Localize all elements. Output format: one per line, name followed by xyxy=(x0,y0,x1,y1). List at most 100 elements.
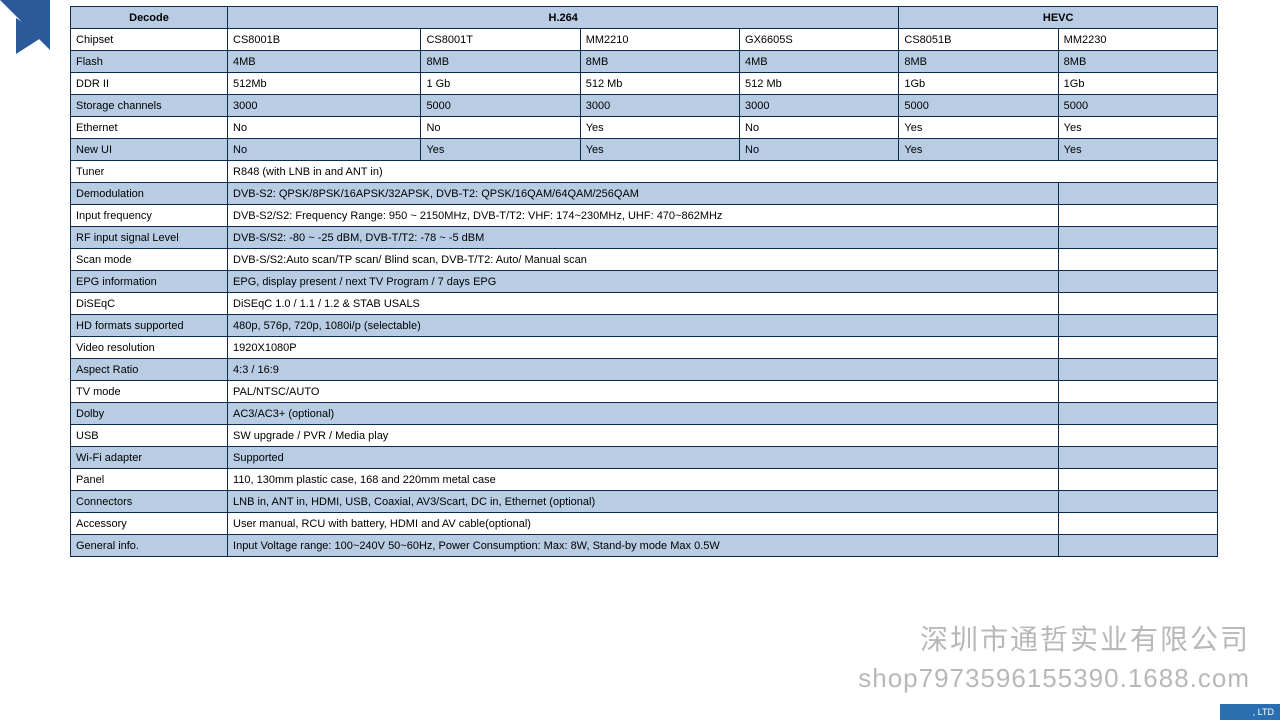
spec-label-9: Aspect Ratio xyxy=(71,359,228,381)
spec-empty-15 xyxy=(1058,491,1217,513)
spec-value-11: AC3/AC3+ (optional) xyxy=(228,403,1059,425)
cell-flash-0: 4MB xyxy=(228,51,421,73)
spec-label-13: Wi-Fi adapter xyxy=(71,447,228,469)
spec-label-14: Panel xyxy=(71,469,228,491)
cell-ddr-2: 512 Mb xyxy=(580,73,739,95)
spec-empty-1 xyxy=(1058,183,1217,205)
cell-flash-5: 8MB xyxy=(1058,51,1217,73)
cell-storage-4: 5000 xyxy=(899,95,1058,117)
spec-value-5: EPG, display present / next TV Program /… xyxy=(228,271,1059,293)
hdr-hevc: HEVC xyxy=(899,7,1218,29)
footer-label: , LTD xyxy=(1220,704,1280,720)
cell-ethernet-2: Yes xyxy=(580,117,739,139)
spec-empty-8 xyxy=(1058,337,1217,359)
spec-label-8: Video resolution xyxy=(71,337,228,359)
spec-value-13: Supported xyxy=(228,447,1059,469)
cell-ethernet-1: No xyxy=(421,117,580,139)
cell-newui-5: Yes xyxy=(1058,139,1217,161)
cell-ddr-4: 1Gb xyxy=(899,73,1058,95)
cell-newui-4: Yes xyxy=(899,139,1058,161)
spec-value-14: 110, 130mm plastic case, 168 and 220mm m… xyxy=(228,469,1059,491)
cell-storage-5: 5000 xyxy=(1058,95,1217,117)
cell-ethernet-0: No xyxy=(228,117,421,139)
spec-label-10: TV mode xyxy=(71,381,228,403)
cell-ethernet-5: Yes xyxy=(1058,117,1217,139)
cell-flash-3: 4MB xyxy=(740,51,899,73)
cell-newui-3: No xyxy=(740,139,899,161)
spec-label-5: EPG information xyxy=(71,271,228,293)
row-label-chipset: Chipset xyxy=(71,29,228,51)
spec-value-8: 1920X1080P xyxy=(228,337,1059,359)
cell-newui-0: No xyxy=(228,139,421,161)
watermark-url: shop7973596155390.1688.com xyxy=(858,663,1250,694)
spec-label-1: Demodulation xyxy=(71,183,228,205)
cell-newui-1: Yes xyxy=(421,139,580,161)
cell-newui-2: Yes xyxy=(580,139,739,161)
cell-ddr-3: 512 Mb xyxy=(740,73,899,95)
spec-value-9: 4:3 / 16:9 xyxy=(228,359,1059,381)
spec-label-7: HD formats supported xyxy=(71,315,228,337)
spec-label-6: DiSEqC xyxy=(71,293,228,315)
cell-ethernet-3: No xyxy=(740,117,899,139)
row-label-storage: Storage channels xyxy=(71,95,228,117)
spec-label-17: General info. xyxy=(71,535,228,557)
spec-label-4: Scan mode xyxy=(71,249,228,271)
spec-empty-17 xyxy=(1058,535,1217,557)
cell-flash-1: 8MB xyxy=(421,51,580,73)
cell-chipset-0: CS8001B xyxy=(228,29,421,51)
watermark-company: 深圳市通哲实业有限公司 xyxy=(920,618,1250,658)
spec-value-1: DVB-S2: QPSK/8PSK/16APSK/32APSK, DVB-T2:… xyxy=(228,183,1059,205)
cell-chipset-4: CS8051B xyxy=(899,29,1058,51)
spec-value-4: DVB-S/S2:Auto scan/TP scan/ Blind scan, … xyxy=(228,249,1059,271)
row-label-ddr: DDR II xyxy=(71,73,228,95)
cell-storage-3: 3000 xyxy=(740,95,899,117)
spec-empty-3 xyxy=(1058,227,1217,249)
spec-empty-12 xyxy=(1058,425,1217,447)
cell-ddr-1: 1 Gb xyxy=(421,73,580,95)
spec-label-12: USB xyxy=(71,425,228,447)
cell-chipset-2: MM2210 xyxy=(580,29,739,51)
cell-ddr-5: 1Gb xyxy=(1058,73,1217,95)
spec-label-3: RF input signal Level xyxy=(71,227,228,249)
spec-value-2: DVB-S2/S2: Frequency Range: 950 ~ 2150MH… xyxy=(228,205,1059,227)
cell-chipset-1: CS8001T xyxy=(421,29,580,51)
row-label-newui: New UI xyxy=(71,139,228,161)
hdr-decode: Decode xyxy=(71,7,228,29)
spec-empty-4 xyxy=(1058,249,1217,271)
arrow-icon xyxy=(16,18,44,54)
spec-value-17: Input Voltage range: 100~240V 50~60Hz, P… xyxy=(228,535,1059,557)
spec-label-0: Tuner xyxy=(71,161,228,183)
cell-chipset-5: MM2230 xyxy=(1058,29,1217,51)
spec-empty-13 xyxy=(1058,447,1217,469)
row-label-flash: Flash xyxy=(71,51,228,73)
spec-value-3: DVB-S/S2: -80 ~ -25 dBM, DVB-T/T2: -78 ~… xyxy=(228,227,1059,249)
cell-ethernet-4: Yes xyxy=(899,117,1058,139)
cell-storage-0: 3000 xyxy=(228,95,421,117)
spec-label-11: Dolby xyxy=(71,403,228,425)
spec-value-12: SW upgrade / PVR / Media play xyxy=(228,425,1059,447)
spec-value-6: DiSEqC 1.0 / 1.1 / 1.2 & STAB USALS xyxy=(228,293,1059,315)
cell-chipset-3: GX6605S xyxy=(740,29,899,51)
spec-empty-9 xyxy=(1058,359,1217,381)
spec-empty-11 xyxy=(1058,403,1217,425)
spec-value-16: User manual, RCU with battery, HDMI and … xyxy=(228,513,1059,535)
spec-empty-16 xyxy=(1058,513,1217,535)
cell-flash-4: 8MB xyxy=(899,51,1058,73)
spec-label-15: Connectors xyxy=(71,491,228,513)
spec-value-0: R848 (with LNB in and ANT in) xyxy=(228,161,1218,183)
spec-label-2: Input frequency xyxy=(71,205,228,227)
spec-empty-5 xyxy=(1058,271,1217,293)
hdr-h264: H.264 xyxy=(228,7,899,29)
spec-value-10: PAL/NTSC/AUTO xyxy=(228,381,1059,403)
spec-empty-14 xyxy=(1058,469,1217,491)
spec-label-16: Accessory xyxy=(71,513,228,535)
spec-empty-6 xyxy=(1058,293,1217,315)
spec-empty-10 xyxy=(1058,381,1217,403)
spec-value-15: LNB in, ANT in, HDMI, USB, Coaxial, AV3/… xyxy=(228,491,1059,513)
cell-storage-1: 5000 xyxy=(421,95,580,117)
cell-storage-2: 3000 xyxy=(580,95,739,117)
spec-empty-7 xyxy=(1058,315,1217,337)
spec-value-7: 480p, 576p, 720p, 1080i/p (selectable) xyxy=(228,315,1059,337)
cell-flash-2: 8MB xyxy=(580,51,739,73)
spec-empty-2 xyxy=(1058,205,1217,227)
